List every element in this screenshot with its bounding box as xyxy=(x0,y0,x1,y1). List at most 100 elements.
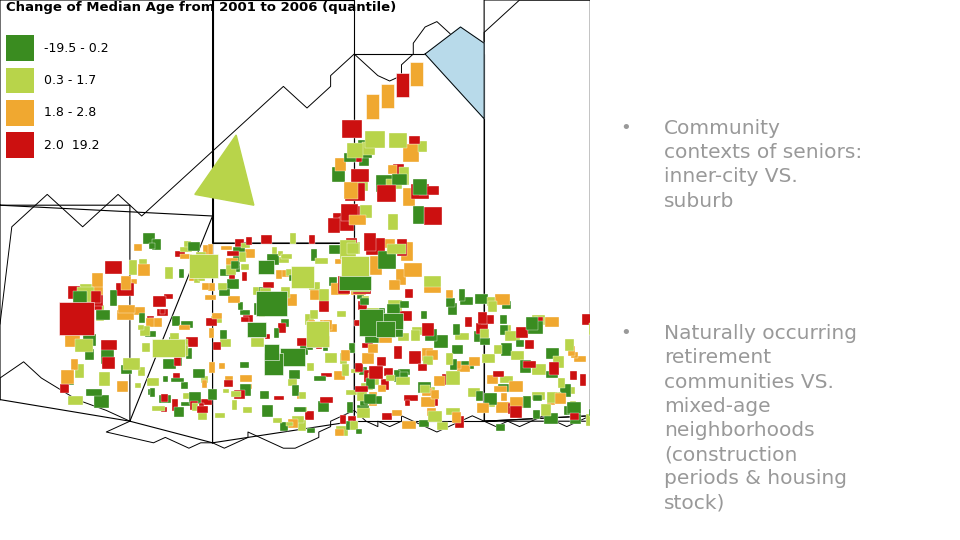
Bar xyxy=(294,407,306,413)
Bar xyxy=(76,364,84,379)
Bar xyxy=(218,282,227,291)
Bar xyxy=(347,143,363,158)
Bar xyxy=(488,375,498,383)
Bar xyxy=(347,147,362,162)
Bar xyxy=(528,321,542,334)
Bar xyxy=(227,266,236,275)
Bar xyxy=(455,333,469,340)
Bar xyxy=(492,370,504,377)
Bar xyxy=(102,357,115,369)
Bar xyxy=(199,402,204,413)
Bar xyxy=(194,369,205,378)
Bar xyxy=(459,289,465,301)
Bar xyxy=(488,297,494,306)
Bar xyxy=(289,275,295,281)
Bar xyxy=(343,258,355,264)
Bar xyxy=(372,313,403,329)
Bar xyxy=(378,239,395,248)
Bar xyxy=(180,382,188,389)
Bar xyxy=(143,233,156,244)
Bar xyxy=(319,300,329,312)
Bar xyxy=(253,287,259,295)
Bar xyxy=(352,242,360,254)
Bar xyxy=(534,409,540,419)
Bar xyxy=(110,291,117,306)
Bar xyxy=(308,272,314,280)
Bar xyxy=(399,373,408,380)
Bar xyxy=(180,254,192,259)
Bar xyxy=(347,206,360,217)
Bar xyxy=(360,397,368,406)
Bar xyxy=(442,374,451,385)
Bar xyxy=(241,264,250,270)
Polygon shape xyxy=(195,135,253,205)
Bar xyxy=(307,363,314,370)
Bar xyxy=(460,297,472,306)
Bar xyxy=(328,218,340,233)
Bar xyxy=(493,386,507,392)
Bar xyxy=(411,330,420,341)
Bar xyxy=(279,271,291,277)
Bar xyxy=(367,308,379,315)
Bar xyxy=(259,311,265,318)
Bar xyxy=(500,325,508,335)
Bar xyxy=(396,376,410,385)
Bar xyxy=(355,386,369,392)
Bar xyxy=(335,429,344,436)
Bar xyxy=(102,340,117,350)
Bar xyxy=(231,261,239,269)
Bar xyxy=(208,283,215,291)
Bar xyxy=(277,257,289,263)
Bar xyxy=(305,411,314,420)
Bar xyxy=(296,407,307,412)
Bar xyxy=(389,280,400,289)
Bar xyxy=(232,256,240,266)
Bar xyxy=(587,414,599,426)
Bar xyxy=(226,258,238,265)
Bar xyxy=(386,375,395,381)
Bar xyxy=(476,392,483,401)
Bar xyxy=(452,413,462,423)
Bar xyxy=(206,318,217,326)
Bar xyxy=(358,140,372,158)
Bar xyxy=(316,345,322,349)
Bar xyxy=(259,288,272,293)
Bar xyxy=(481,315,494,324)
Bar xyxy=(150,388,156,397)
Bar xyxy=(279,348,305,366)
Bar xyxy=(99,372,110,386)
Bar xyxy=(152,239,161,249)
Bar xyxy=(139,313,145,322)
Bar xyxy=(321,336,330,347)
Bar xyxy=(68,396,84,405)
Bar xyxy=(342,364,348,376)
Bar xyxy=(359,368,364,375)
Bar xyxy=(397,311,412,321)
Bar xyxy=(388,165,397,174)
Bar xyxy=(370,256,382,275)
Bar xyxy=(427,408,436,416)
Bar xyxy=(264,343,278,360)
Bar xyxy=(292,384,299,396)
Bar xyxy=(299,393,306,399)
Bar xyxy=(477,404,485,413)
Bar xyxy=(386,179,402,190)
Bar xyxy=(238,302,243,309)
Bar xyxy=(574,356,587,362)
Bar xyxy=(204,245,212,255)
Bar xyxy=(305,314,314,325)
Bar xyxy=(475,294,489,305)
Bar xyxy=(511,406,522,417)
Bar xyxy=(341,256,369,277)
Bar xyxy=(403,264,422,278)
Bar xyxy=(318,401,329,413)
Bar xyxy=(202,283,209,289)
Bar xyxy=(434,376,445,386)
Bar xyxy=(344,243,353,251)
Bar xyxy=(426,350,439,360)
Bar xyxy=(358,261,365,267)
Text: •: • xyxy=(620,324,631,342)
Polygon shape xyxy=(0,0,590,448)
Bar xyxy=(450,359,457,370)
Bar xyxy=(286,269,294,276)
